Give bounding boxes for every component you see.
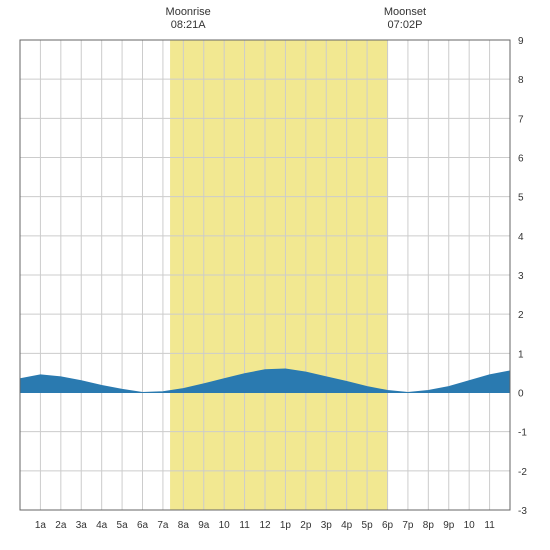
svg-text:8a: 8a (178, 520, 190, 531)
svg-text:1a: 1a (35, 520, 47, 531)
tide-chart: -3-2-101234567891a2a3a4a5a6a7a8a9a101112… (0, 0, 550, 550)
svg-text:7: 7 (518, 114, 524, 125)
svg-text:0: 0 (518, 389, 524, 400)
svg-text:9p: 9p (443, 520, 455, 531)
svg-text:4a: 4a (96, 520, 108, 531)
moonrise-time: 08:21A (166, 19, 211, 32)
svg-text:9a: 9a (198, 520, 210, 531)
svg-text:11: 11 (484, 520, 495, 531)
svg-text:1: 1 (518, 349, 524, 360)
svg-text:12: 12 (259, 520, 271, 531)
svg-text:-3: -3 (518, 506, 527, 517)
moonrise-label: Moonrise (166, 6, 211, 19)
svg-text:5a: 5a (117, 520, 129, 531)
svg-text:7a: 7a (157, 520, 169, 531)
svg-text:2a: 2a (55, 520, 67, 531)
svg-text:7p: 7p (402, 520, 414, 531)
svg-text:1p: 1p (280, 520, 292, 531)
svg-text:6p: 6p (382, 520, 394, 531)
svg-text:3a: 3a (76, 520, 88, 531)
svg-text:-2: -2 (518, 467, 527, 478)
svg-text:-1: -1 (518, 428, 527, 439)
svg-text:9: 9 (518, 36, 524, 47)
svg-text:6a: 6a (137, 520, 149, 531)
svg-text:3: 3 (518, 271, 524, 282)
svg-text:2: 2 (518, 310, 524, 321)
moonset-label: Moonset (384, 6, 426, 19)
svg-text:8p: 8p (423, 520, 435, 531)
moonrise-header: Moonrise 08:21A (166, 6, 211, 32)
moonset-time: 07:02P (384, 19, 426, 32)
svg-text:10: 10 (464, 520, 476, 531)
svg-text:4p: 4p (341, 520, 353, 531)
svg-text:5p: 5p (362, 520, 374, 531)
svg-text:11: 11 (239, 520, 250, 531)
svg-text:5: 5 (518, 193, 524, 204)
chart-svg: -3-2-101234567891a2a3a4a5a6a7a8a9a101112… (0, 0, 550, 550)
moonset-header: Moonset 07:02P (384, 6, 426, 32)
svg-text:2p: 2p (300, 520, 312, 531)
svg-text:4: 4 (518, 232, 524, 243)
svg-text:3p: 3p (321, 520, 333, 531)
svg-text:10: 10 (219, 520, 231, 531)
svg-text:8: 8 (518, 75, 524, 86)
svg-text:6: 6 (518, 154, 524, 165)
